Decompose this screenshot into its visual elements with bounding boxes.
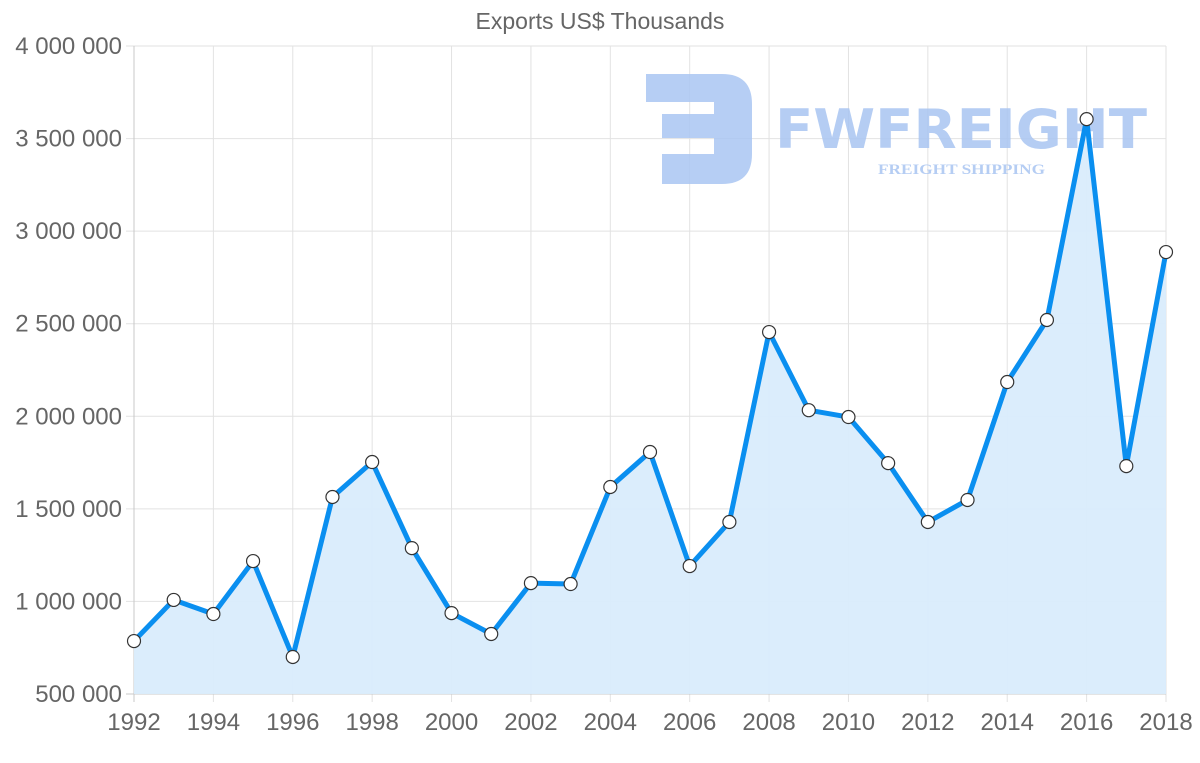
data-point[interactable] xyxy=(920,514,935,530)
data-point[interactable] xyxy=(245,553,261,569)
chart-title: Exports US$ Thousands xyxy=(475,8,725,34)
x-tick-label: 2008 xyxy=(742,709,795,736)
data-point[interactable] xyxy=(1119,458,1134,474)
y-tick-label: 2 000 000 xyxy=(15,403,122,430)
y-tick-label: 3 000 000 xyxy=(15,218,122,245)
y-tick-label: 4 000 000 xyxy=(15,33,122,60)
data-point[interactable] xyxy=(166,592,181,608)
x-tick-label: 2014 xyxy=(981,709,1034,736)
data-point[interactable] xyxy=(1158,244,1174,260)
x-tick-label: 2004 xyxy=(584,709,637,736)
x-axis-ticks: 1992 1994 1996 1998 2000 2002 2004 2006 2008 2010… xyxy=(107,709,1192,736)
data-point[interactable] xyxy=(642,444,658,460)
data-point[interactable] xyxy=(444,605,459,621)
data-point[interactable] xyxy=(881,456,896,471)
y-tick-label: 1 000 000 xyxy=(15,588,122,615)
watermark-tagline: FREIGHT SHIPPING xyxy=(878,162,1045,178)
x-tick-label: 1994 xyxy=(187,709,240,736)
data-point[interactable] xyxy=(563,576,578,592)
data-point[interactable] xyxy=(960,492,975,508)
data-point[interactable] xyxy=(1039,312,1055,328)
fwfreight-logo-icon xyxy=(646,74,752,184)
data-point[interactable] xyxy=(722,514,737,530)
x-tick-label: 2002 xyxy=(504,709,557,736)
data-point[interactable] xyxy=(484,626,499,642)
x-tick-label: 1992 xyxy=(107,709,160,736)
data-point[interactable] xyxy=(841,409,856,425)
x-tick-label: 2018 xyxy=(1139,709,1192,736)
data-point[interactable] xyxy=(365,454,380,470)
area-fill xyxy=(134,119,1166,695)
x-tick-label: 2016 xyxy=(1060,709,1113,736)
y-tick-label: 3 500 000 xyxy=(15,126,122,153)
data-point[interactable] xyxy=(325,489,340,505)
x-tick-label: 2012 xyxy=(901,709,954,736)
data-point[interactable] xyxy=(801,403,816,418)
x-tick-label: 2000 xyxy=(425,709,478,736)
y-tick-label: 2 500 000 xyxy=(15,311,122,338)
data-point[interactable] xyxy=(126,633,142,649)
data-point[interactable] xyxy=(523,575,539,591)
y-axis-ticks: 4 000 000 3 500 000 3 000 000 2 500 000 2 00… xyxy=(15,33,122,708)
data-point[interactable] xyxy=(404,541,419,556)
x-tick-label: 2010 xyxy=(822,709,875,736)
y-tick-label: 500 000 xyxy=(35,681,122,708)
x-tick-label: 1996 xyxy=(266,709,319,736)
fwfreight-watermark: FWFREIGHT FREIGHT SHIPPING xyxy=(646,74,1147,184)
x-tick-label: 1998 xyxy=(345,709,398,736)
x-tick-label: 2006 xyxy=(663,709,716,736)
data-point[interactable] xyxy=(682,558,697,574)
data-points xyxy=(126,112,1174,665)
data-point[interactable] xyxy=(285,649,300,665)
y-tick-label: 1 500 000 xyxy=(15,496,122,523)
data-point[interactable] xyxy=(761,324,777,340)
data-point[interactable] xyxy=(603,479,618,495)
data-point[interactable] xyxy=(206,606,221,622)
data-point[interactable] xyxy=(1079,112,1094,127)
data-point[interactable] xyxy=(1000,374,1015,390)
